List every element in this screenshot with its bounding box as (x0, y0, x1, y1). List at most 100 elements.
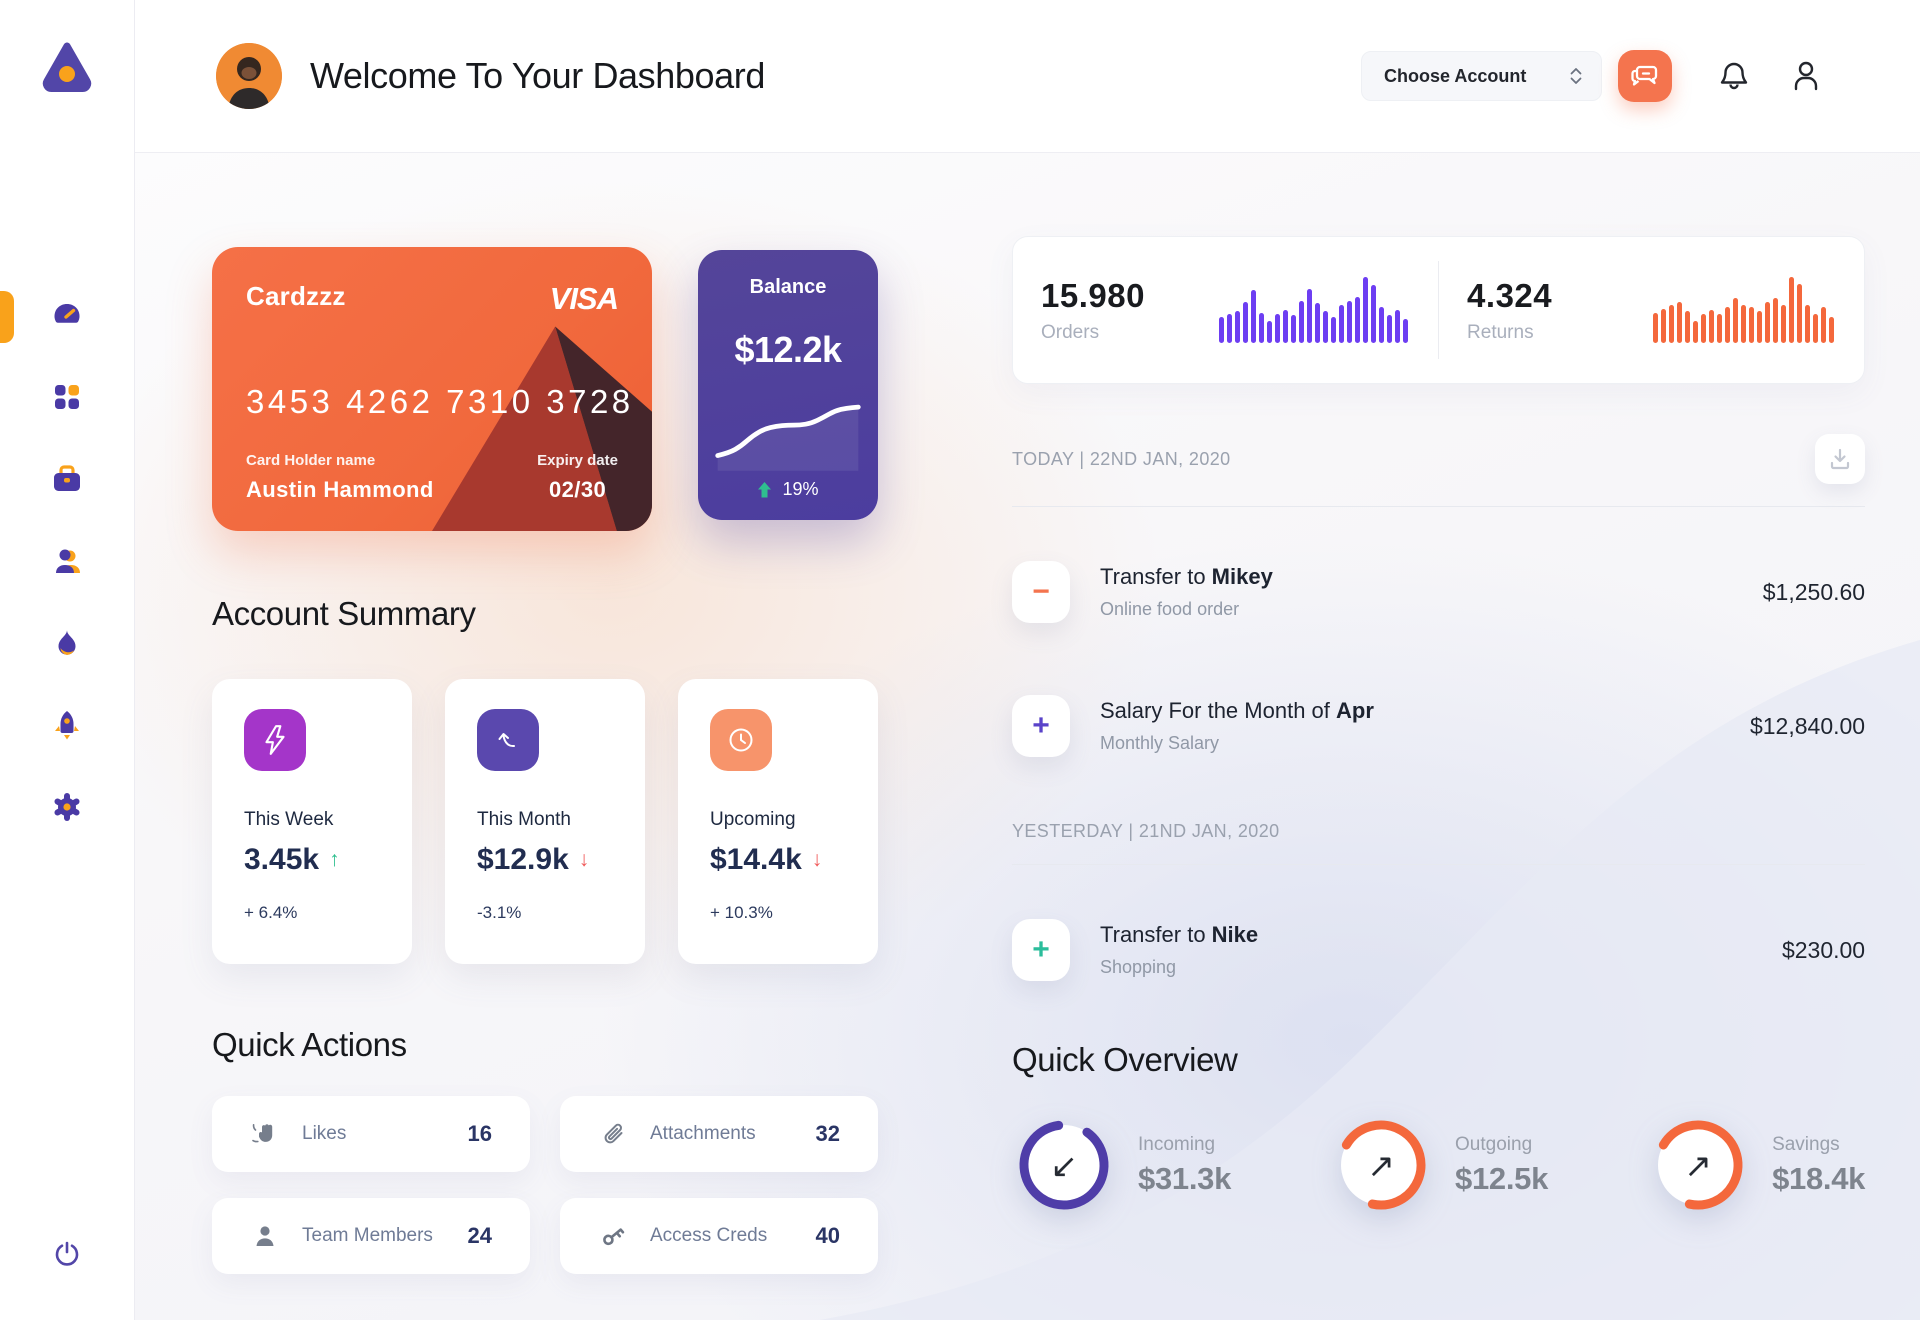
quick-overview-title: Quick Overview (1012, 1041, 1238, 1078)
overview-value: $18.4k (1772, 1160, 1866, 1196)
transaction-minus-icon: − (1012, 561, 1070, 623)
sidebar-nav (43, 291, 91, 831)
balance-card: Balance $12.2k 19% (698, 250, 878, 520)
background-wave (820, 640, 1920, 1320)
transaction-subtitle: Monthly Salary (1100, 733, 1220, 753)
card-holder-name: Austin Hammond (246, 477, 434, 502)
account-summary-title: Account Summary (212, 595, 476, 632)
transactions-date-yesterday: YESTERDAY | 21ND JAN, 2020 (1012, 821, 1280, 841)
chat-button[interactable] (1618, 50, 1672, 102)
balance-delta: 19% (782, 479, 819, 499)
quick-action-likes[interactable]: Likes 16 (212, 1096, 530, 1172)
transaction-subtitle: Online food order (1100, 599, 1240, 619)
transaction-subtitle: Shopping (1100, 957, 1177, 977)
overview-label: Outgoing (1455, 1133, 1533, 1155)
orders-stat: 15.980 Orders (1013, 237, 1438, 383)
account-selector-label: Choose Account (1384, 65, 1527, 86)
profile-button[interactable] (1784, 54, 1828, 98)
summary-delta: + 10.3% (710, 903, 773, 922)
account-selector[interactable]: Choose Account (1361, 51, 1602, 101)
trend-down-icon: ↓ (578, 848, 590, 871)
quick-action-count: 32 (815, 1121, 840, 1146)
transaction-plus-icon: + (1012, 919, 1070, 981)
quick-action-attachments[interactable]: Attachments 32 (560, 1096, 878, 1172)
profile-icon (1794, 61, 1818, 91)
credit-card: Cardzzz VISA 3453 4262 7310 3728 Card Ho… (212, 247, 652, 531)
quick-action-label: Likes (302, 1123, 347, 1144)
bell-icon (1720, 62, 1748, 90)
overview-label: Savings (1772, 1133, 1840, 1155)
returns-value: 4.324 (1467, 276, 1553, 314)
divider (1012, 506, 1866, 507)
transaction-title: Transfer to Mikey (1100, 564, 1273, 589)
summary-label: This Week (244, 809, 334, 830)
returns-bar-chart (1653, 277, 1835, 343)
quick-action-count: 24 (467, 1223, 492, 1248)
sidebar-item-dashboard[interactable] (43, 291, 91, 339)
overview-savings: ↗ Savings $18.4k (1646, 1113, 1865, 1217)
summary-label: This Month (477, 809, 571, 830)
summary-label: Upcoming (710, 809, 796, 830)
sidebar-item-activity[interactable] (43, 619, 91, 667)
returns-stat: 4.324 Returns (1439, 237, 1864, 383)
orders-value: 15.980 (1041, 276, 1145, 314)
grid-icon (55, 385, 79, 409)
overview-value: $12.5k (1455, 1160, 1549, 1196)
chevron-updown-icon (1570, 68, 1582, 84)
logout-button[interactable] (43, 1230, 91, 1278)
transaction-row-mikey[interactable]: − Transfer to Mikey Online food order $1… (1012, 561, 1865, 623)
transaction-row-salary[interactable]: + Salary For the Month of Apr Monthly Sa… (1012, 695, 1865, 757)
paperclip-icon (598, 1121, 628, 1147)
transaction-title: Transfer to Nike (1100, 922, 1259, 947)
orders-returns-card: 15.980 Orders 4.324 Returns (1012, 236, 1866, 384)
card-number: 3453 4262 7310 3728 (246, 383, 634, 420)
summary-card-this-month: This Month $12.9k ↓ -3.1% (445, 679, 645, 964)
sidebar-item-portfolio[interactable] (43, 455, 91, 503)
transaction-plus-icon: + (1012, 695, 1070, 757)
sidebar-item-apps[interactable] (43, 373, 91, 421)
sidebar-item-team[interactable] (43, 537, 91, 585)
quick-action-access-creds[interactable]: Access Creds 40 (560, 1198, 878, 1274)
stats-divider (1438, 261, 1440, 359)
user-avatar[interactable] (216, 43, 282, 109)
key-icon (598, 1222, 628, 1250)
card-expiry-label: Expiry date (537, 452, 618, 469)
overview-value: $31.3k (1138, 1160, 1232, 1196)
power-icon (55, 1241, 79, 1266)
quick-action-team-members[interactable]: Team Members 24 (212, 1198, 530, 1274)
card-holder-label: Card Holder name (246, 452, 376, 469)
app-logo[interactable] (35, 34, 99, 98)
transaction-row-nike[interactable]: + Transfer to Nike Shopping $230.00 (1012, 919, 1865, 981)
rocket-icon (55, 711, 79, 740)
sidebar-item-settings[interactable] (43, 783, 91, 831)
divider (1012, 864, 1866, 865)
trend-up-icon: ↑ (329, 848, 340, 871)
sidebar-item-launch[interactable] (43, 701, 91, 749)
overview-incoming: ↙ Incoming $31.3k (1012, 1113, 1231, 1217)
users-icon (56, 549, 80, 573)
hand-icon (250, 1120, 280, 1148)
download-button[interactable] (1815, 434, 1866, 484)
notifications-button[interactable] (1712, 54, 1756, 98)
flame-icon (58, 630, 76, 655)
arrow-up-right-icon: ↗ (1367, 1145, 1395, 1185)
header: Welcome To Your Dashboard Choose Account (135, 0, 1920, 153)
orders-label: Orders (1041, 321, 1100, 343)
avatar-photo (216, 43, 282, 109)
savings-ring-chart: ↗ (1646, 1113, 1750, 1217)
quick-action-label: Attachments (650, 1123, 756, 1144)
lightning-icon (265, 725, 285, 755)
arrow-up-icon (758, 481, 772, 497)
summary-delta: + 6.4% (244, 903, 298, 922)
outgoing-ring-chart: ↗ (1329, 1113, 1433, 1217)
trend-arrow-icon (498, 733, 515, 748)
card-expiry-value: 02/30 (549, 477, 607, 502)
balance-value: $12.2k (734, 329, 842, 370)
transaction-amount: $1,250.60 (1762, 578, 1866, 605)
visa-logo: VISA (549, 281, 619, 316)
balance-sparkline-chart (715, 404, 861, 471)
quick-action-count: 16 (467, 1121, 492, 1146)
overview-outgoing: ↗ Outgoing $12.5k (1329, 1113, 1548, 1217)
download-icon (1830, 448, 1850, 470)
active-nav-indicator (0, 291, 14, 343)
